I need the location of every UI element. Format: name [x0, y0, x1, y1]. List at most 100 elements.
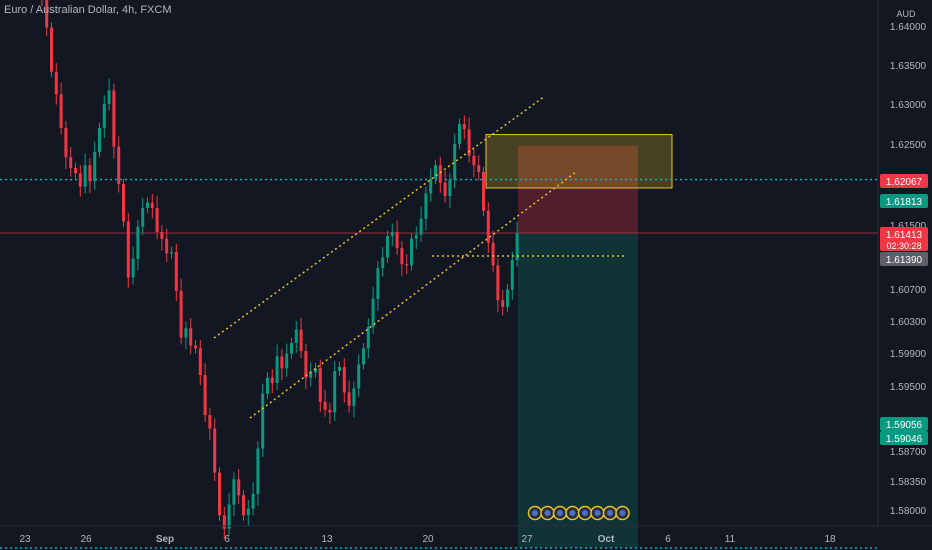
candle [102, 95, 106, 139]
candle-body [246, 508, 250, 516]
candle [371, 287, 375, 334]
candle-body [165, 238, 169, 254]
candle [93, 141, 97, 190]
candle-body [136, 226, 140, 259]
candle [88, 158, 92, 194]
price-tag-bg [880, 174, 928, 188]
candle [107, 78, 111, 111]
event-mark-icon [552, 505, 568, 521]
candle [429, 168, 433, 202]
candle-body [304, 350, 308, 378]
candle-body [438, 165, 442, 183]
time-tick: 18 [824, 534, 836, 545]
candle-body [131, 258, 135, 278]
time-tick: 20 [422, 534, 434, 545]
candle-body [342, 367, 346, 393]
candle-body [510, 260, 514, 290]
candle-body [400, 248, 404, 265]
candle [64, 120, 68, 170]
price-tag-label: 1.61390 [886, 255, 923, 266]
event-marks[interactable] [527, 505, 630, 521]
candle-body [347, 392, 351, 406]
time-tick: Sep [156, 534, 174, 545]
time-tick: 13 [321, 534, 333, 545]
candle [453, 133, 457, 189]
event-mark-dot [557, 510, 563, 516]
candle [390, 223, 394, 247]
candle [165, 228, 169, 262]
candle-body [467, 129, 471, 156]
price-tag: 1.61813 [880, 194, 928, 208]
candle-body [232, 479, 236, 505]
candle-body [299, 329, 303, 351]
candle-body [170, 252, 173, 254]
price-tick: 1.58000 [890, 506, 927, 517]
price-axis[interactable]: AUD1.640001.635001.630001.625001.620001.… [877, 0, 932, 550]
candle [486, 202, 490, 253]
candle [237, 469, 241, 504]
time-tick: Oct [598, 534, 615, 545]
candle-body [237, 479, 241, 496]
candle-body [88, 165, 92, 182]
price-tag-label: 1.61413 [886, 230, 923, 241]
candle-body [290, 342, 293, 354]
price-tick: 1.63000 [890, 100, 927, 111]
candle [98, 122, 101, 158]
candle-body [275, 356, 279, 384]
candle-body [222, 515, 226, 529]
candle-body [386, 236, 389, 258]
candle [218, 467, 221, 521]
candle-body [405, 264, 409, 266]
candle-body [448, 179, 452, 196]
candle [170, 246, 173, 259]
time-tick: 27 [521, 534, 533, 545]
candle-body [328, 409, 332, 413]
candle [314, 362, 317, 378]
candle-body [424, 193, 428, 219]
event-mark-dot [607, 510, 613, 516]
channel-lines [213, 95, 626, 419]
candle [155, 196, 159, 240]
candle-body [179, 290, 183, 338]
price-tag-countdown: 02:30:28 [886, 241, 921, 251]
candle-body [64, 127, 68, 158]
candle [270, 369, 274, 394]
candle-body [486, 210, 490, 243]
candle-body [102, 103, 106, 128]
candle [434, 159, 437, 184]
candle-body [112, 90, 116, 147]
candle-body [261, 393, 265, 449]
candle-body [150, 202, 154, 209]
candle [477, 155, 481, 181]
price-tag-label: 1.62067 [886, 177, 923, 188]
candle-body [189, 328, 193, 346]
candle-body [371, 298, 375, 327]
price-tick: 1.64000 [890, 22, 927, 33]
price-tick: 1.59900 [890, 349, 927, 360]
price-tick: 1.61500 [890, 221, 927, 232]
candle [357, 354, 361, 397]
price-tag-bg [880, 252, 928, 266]
candle-body [501, 300, 505, 307]
candle [410, 233, 413, 271]
candle [491, 230, 495, 273]
candle [246, 500, 250, 526]
candle [280, 349, 284, 381]
candle [472, 148, 476, 178]
candle-body [410, 238, 413, 266]
price-tick: 1.60700 [890, 285, 927, 296]
candle-body [83, 165, 87, 187]
currency-label: AUD [896, 9, 916, 19]
candle-body [213, 428, 217, 473]
time-tick: 6 [224, 534, 230, 545]
time-axis[interactable]: 23 26 Sep 6 13 20 27 Oct 6 11 18 [0, 525, 932, 545]
candle [146, 197, 149, 214]
candle-body [472, 155, 476, 166]
candle [467, 117, 471, 163]
price-tag-bg [880, 227, 928, 251]
event-mark-icon [565, 505, 580, 521]
time-tick: 23 [19, 534, 31, 545]
time-tick: 6 [665, 534, 671, 545]
candle-body [155, 208, 159, 233]
